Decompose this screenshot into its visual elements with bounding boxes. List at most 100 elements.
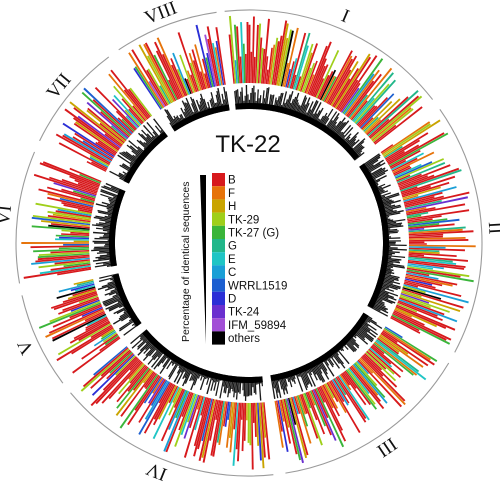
identity-bar (234, 60, 238, 84)
identity-bar (110, 125, 128, 140)
identity-bar (407, 209, 470, 220)
identity-bar (405, 275, 453, 287)
identity-bar (48, 308, 104, 334)
identity-bar (401, 290, 422, 298)
identity-bar (158, 382, 172, 404)
identity-bar (192, 60, 204, 91)
identity-bar (364, 98, 401, 134)
identity-bar (356, 105, 376, 126)
identity-bar (286, 398, 304, 464)
chromosome-arc (224, 9, 434, 100)
identity-bar (73, 319, 109, 340)
legend-swatch (212, 212, 225, 226)
identity-bar (86, 101, 129, 139)
identity-bar (56, 325, 113, 362)
identity-bar (326, 382, 339, 403)
identity-bar (108, 361, 143, 400)
identity-bar (256, 23, 262, 84)
identity-bar (54, 259, 90, 265)
identity-bar (127, 375, 161, 426)
identity-bar (276, 23, 289, 86)
identity-bar (39, 265, 91, 275)
identity-bar (63, 204, 93, 212)
identity-bar (201, 398, 213, 442)
identity-bar (291, 74, 297, 89)
identity-bar (367, 349, 395, 375)
identity-bar (239, 56, 243, 84)
identity-bar (335, 56, 372, 110)
legend-swatch (212, 305, 225, 319)
identity-bar (147, 55, 174, 103)
identity-bar (89, 154, 110, 167)
identity-bar (389, 150, 421, 168)
identity-bar (204, 73, 210, 89)
identity-bar (85, 316, 108, 329)
identity-bar (245, 53, 247, 83)
identity-bar (305, 74, 315, 94)
identity-bar (47, 186, 95, 202)
legend-label: others (228, 333, 260, 345)
identity-bar (369, 347, 393, 368)
identity-bar (317, 74, 330, 99)
identity-bar (199, 71, 207, 90)
identity-bar (73, 122, 118, 154)
identity-bar (347, 73, 382, 118)
identity-bar (352, 72, 394, 122)
identity-bar (370, 346, 392, 365)
identity-bar (314, 78, 325, 98)
identity-bar (396, 174, 411, 182)
identity-bar (152, 386, 180, 440)
identity-bar (77, 115, 121, 149)
identity-bar (392, 151, 435, 174)
identity-bar (154, 41, 182, 99)
identity-bar (215, 400, 221, 420)
identity-bar (289, 397, 308, 459)
identity-bar (62, 122, 115, 158)
identity-bar (78, 321, 111, 342)
identity-bar (138, 379, 166, 423)
identity-bar (110, 69, 150, 119)
identity-bar (47, 196, 93, 209)
identity-bar (398, 298, 458, 323)
identity-bar (168, 387, 183, 416)
identity-bar (280, 399, 292, 444)
identity-bar (35, 202, 92, 215)
identity-bar (62, 296, 99, 312)
identity-bar (143, 370, 154, 384)
identity-bar (399, 174, 435, 189)
identity-bar (113, 85, 145, 123)
identity-bar (386, 150, 405, 163)
identity-bar (286, 61, 295, 88)
identity-bar (397, 300, 438, 317)
identity-bar (360, 356, 406, 402)
identity-bar (61, 233, 90, 236)
identity-bar (358, 358, 374, 374)
identity-bar (255, 402, 260, 446)
identity-bar (408, 228, 463, 234)
identity-bar (308, 391, 316, 406)
legend-label: H (228, 201, 236, 213)
identity-bar (322, 384, 340, 417)
identity-bar (304, 60, 318, 94)
identity-bar (168, 385, 179, 404)
identity-bar (160, 389, 186, 442)
identity-bar (121, 118, 135, 132)
identity-bar (380, 144, 394, 154)
legend-swatch (212, 186, 225, 200)
identity-bar (47, 215, 91, 223)
chromosome-arc (285, 362, 450, 474)
identity-bar (181, 392, 193, 417)
identity-bar (271, 41, 280, 85)
identity-bar (402, 194, 419, 201)
identity-bar (265, 69, 269, 84)
identity-bar (261, 48, 266, 84)
identity-bar (329, 69, 352, 106)
legend-label: TK-24 (228, 307, 260, 319)
legend-label: E (228, 254, 236, 266)
identity-bar (339, 82, 361, 112)
identity-bar (58, 282, 95, 293)
identity-bar (333, 68, 359, 108)
identity-bar (190, 74, 198, 92)
identity-bar (86, 315, 107, 327)
identity-bar (246, 22, 249, 83)
